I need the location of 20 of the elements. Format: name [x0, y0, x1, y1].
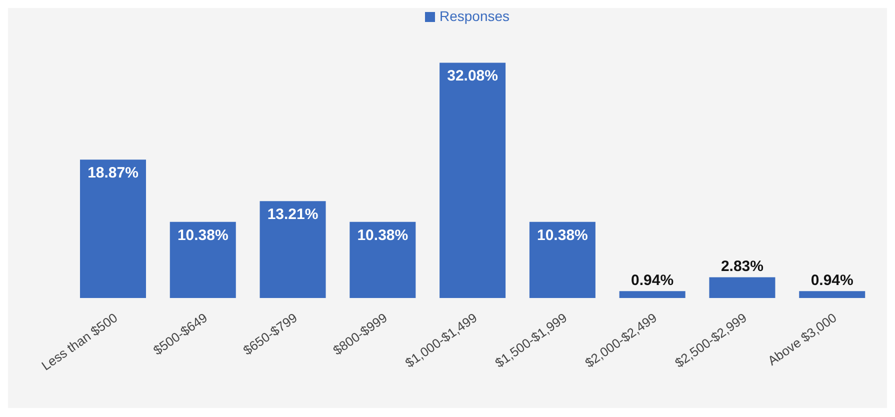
data-label: 0.94%: [810, 272, 854, 290]
data-label: 10.38%: [357, 226, 408, 244]
bar: [80, 160, 146, 298]
x-tick-label: Less than $500: [38, 310, 120, 374]
legend-label: Responses: [439, 8, 510, 24]
bar: [170, 222, 236, 298]
data-label: 18.87%: [88, 164, 138, 182]
bar: [799, 291, 866, 298]
data-label: 10.38%: [537, 226, 588, 244]
data-label: 0.94%: [631, 272, 674, 290]
bar: [260, 201, 326, 298]
data-label: 13.21%: [267, 206, 318, 224]
bar: [350, 222, 416, 298]
bar: [529, 222, 596, 298]
data-label: 10.38%: [177, 226, 228, 244]
data-label: 32.08%: [447, 68, 498, 85]
data-label: 2.83%: [720, 258, 764, 276]
bar: [709, 277, 776, 298]
bar: [440, 62, 506, 298]
bar: [619, 291, 686, 298]
